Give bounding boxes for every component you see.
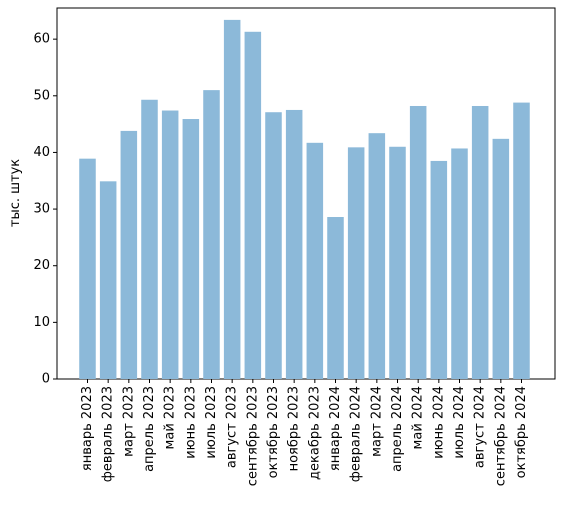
- bar: [203, 90, 220, 379]
- bar: [306, 142, 324, 379]
- bar: [368, 133, 386, 379]
- x-tick-label: октябрь 2023: [266, 386, 281, 478]
- x-tick-label: март 2024: [369, 386, 384, 457]
- x-tick-label: июль 2023: [204, 386, 219, 459]
- y-tick-label: 60: [33, 32, 50, 47]
- bar: [389, 146, 406, 379]
- y-axis: 0 10 20 30 40 50 60: [33, 32, 57, 387]
- x-tick-label: май 2023: [163, 386, 178, 449]
- x-tick-label: май 2024: [411, 386, 426, 449]
- x-tick-label: апрель 2023: [142, 386, 157, 472]
- bars-group: [79, 19, 530, 380]
- x-tick-label: ноябрь 2023: [287, 386, 302, 471]
- bar: [223, 19, 241, 379]
- x-tick-label: январь 2023: [80, 386, 95, 471]
- bar: [161, 110, 179, 380]
- x-tick-label: сентябрь 2023: [245, 386, 260, 486]
- x-tick-label: февраль 2023: [101, 386, 116, 482]
- bar: [409, 105, 427, 380]
- x-tick-label: февраль 2024: [349, 386, 364, 482]
- y-tick-label: 10: [33, 315, 50, 330]
- y-axis-label: тыс. штук: [8, 159, 23, 227]
- bar: [430, 160, 448, 379]
- bar: [492, 138, 510, 379]
- bar: [182, 119, 200, 380]
- bar: [513, 102, 530, 379]
- x-axis: январь 2023 февраль 2023 март 2023 апрель 2…: [80, 379, 529, 486]
- bar: [120, 130, 138, 379]
- bar: [244, 31, 262, 379]
- bar: [79, 158, 96, 379]
- x-tick-label: сентябрь 2024: [493, 386, 508, 486]
- x-tick-label: август 2023: [225, 386, 240, 468]
- x-tick-label: июнь 2024: [431, 386, 446, 459]
- bar: [327, 217, 344, 379]
- y-tick-label: 50: [33, 88, 50, 103]
- plot-area-frame: [56, 7, 556, 380]
- bar: [285, 109, 303, 379]
- y-tick-label: 40: [33, 145, 50, 160]
- x-tick-label: апрель 2024: [390, 386, 405, 472]
- y-tick-label: 20: [33, 258, 50, 273]
- bar: [451, 148, 468, 379]
- x-tick-label: август 2024: [473, 386, 488, 468]
- x-tick-label: декабрь 2023: [307, 386, 322, 480]
- x-tick-label: октябрь 2024: [514, 386, 529, 478]
- x-tick-label: июнь 2023: [183, 386, 198, 459]
- x-tick-label: июль 2024: [452, 386, 467, 459]
- bar: [99, 181, 117, 379]
- bar: [141, 99, 158, 379]
- y-tick-label: 0: [42, 372, 50, 387]
- bar: [347, 147, 365, 379]
- x-tick-label: март 2023: [121, 386, 136, 457]
- bar: [265, 112, 282, 379]
- y-tick-label: 30: [33, 202, 50, 217]
- bar: [471, 105, 489, 380]
- x-tick-label: январь 2024: [328, 386, 343, 471]
